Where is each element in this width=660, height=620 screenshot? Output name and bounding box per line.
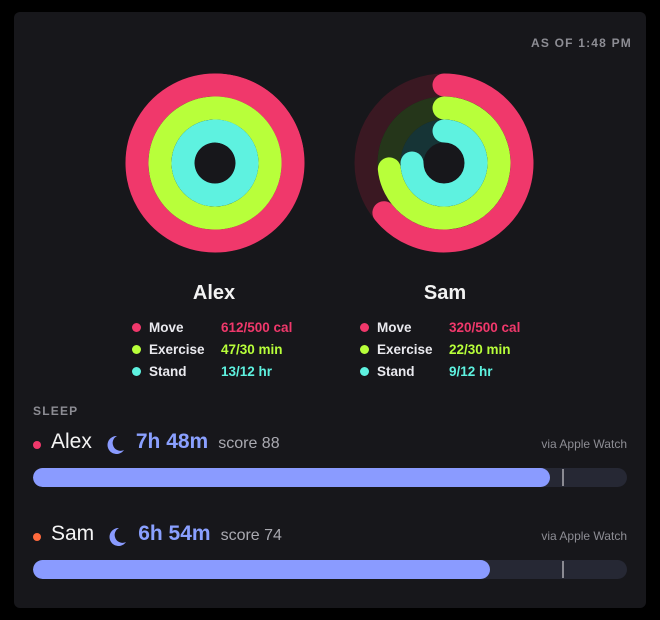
sleep-score: score 74 (220, 527, 282, 544)
sleep-row-alex: Alex 7h 48m score 88 via Apple Watch (33, 430, 627, 487)
sleep-goal-marker (561, 561, 564, 578)
move-dot-icon (360, 322, 369, 332)
sleep-source: via Apple Watch (541, 437, 627, 451)
moon-icon (109, 527, 127, 546)
sleep-bar-fill (33, 560, 491, 579)
stat-label: Exercise (377, 341, 433, 357)
sleep-bar (33, 560, 627, 579)
sleep-source: via Apple Watch (541, 529, 627, 543)
person-name-alex: Alex (192, 282, 236, 304)
stat-value: 47/30 min (221, 341, 283, 357)
as-of-time: AS OF 1:48 PM (531, 36, 632, 50)
exercise-ring-overflow (181, 96, 282, 230)
stat-row-exercise: Exercise 22/30 min (360, 338, 580, 360)
stat-row-move: Move 320/500 cal (360, 316, 580, 338)
stat-label: Move (377, 319, 412, 335)
move-ring (372, 73, 534, 253)
moon-icon (107, 435, 124, 454)
person-name-sam: Sam (423, 282, 467, 304)
stat-row-move: Move 612/500 cal (132, 316, 352, 338)
stat-row-exercise: Exercise 47/30 min (132, 338, 352, 360)
stat-row-stand: Stand 13/12 hr (132, 360, 352, 382)
sleep-duration: 7h 48m (135, 430, 209, 453)
person-dot-icon (33, 533, 41, 541)
exercise-dot-icon (360, 344, 369, 354)
stand-dot-icon (360, 366, 369, 376)
exercise-dot-icon (132, 344, 141, 354)
stat-value: 320/500 cal (449, 319, 521, 335)
sleep-goal-marker (561, 469, 564, 486)
activity-card: AS OF 1:48 PM Alex Sam Move 612/500 cal … (14, 12, 646, 608)
stats-sam: Move 320/500 cal Exercise 22/30 min Stan… (360, 316, 580, 382)
exercise-ring (377, 96, 511, 230)
stand-dot-icon (132, 366, 141, 376)
stat-label: Stand (149, 363, 187, 379)
stat-value: 9/12 hr (449, 363, 493, 379)
sleep-score: score 88 (218, 435, 280, 452)
stat-value: 13/12 hr (221, 363, 273, 379)
stat-row-stand: Stand 9/12 hr (360, 360, 580, 382)
stat-label: Exercise (149, 341, 205, 357)
stand-ring-overflow (203, 119, 243, 147)
activity-rings-sam (354, 73, 534, 253)
sleep-duration: 6h 54m (138, 522, 211, 545)
stand-ring (400, 119, 488, 207)
activity-rings (125, 73, 534, 253)
activity-rings-alex (125, 73, 305, 253)
sleep-person-name: Alex (51, 430, 92, 453)
stats-alex: Move 612/500 cal Exercise 47/30 min Stan… (132, 316, 352, 382)
move-ring-overflow (203, 73, 304, 162)
person-dot-icon (33, 441, 41, 449)
move-dot-icon (132, 322, 141, 332)
stat-value: 22/30 min (449, 341, 511, 357)
stat-label: Move (149, 319, 184, 335)
stand-ring (171, 119, 259, 207)
sleep-bar-fill (33, 468, 550, 487)
sleep-person-name: Sam (51, 522, 95, 545)
sleep-row-sam: Sam 6h 54m score 74 via Apple Watch (33, 522, 627, 579)
sleep-section-title: SLEEP (33, 404, 79, 418)
stat-value: 612/500 cal (221, 319, 293, 335)
sleep-bar (33, 468, 627, 487)
stat-label: Stand (377, 363, 415, 379)
